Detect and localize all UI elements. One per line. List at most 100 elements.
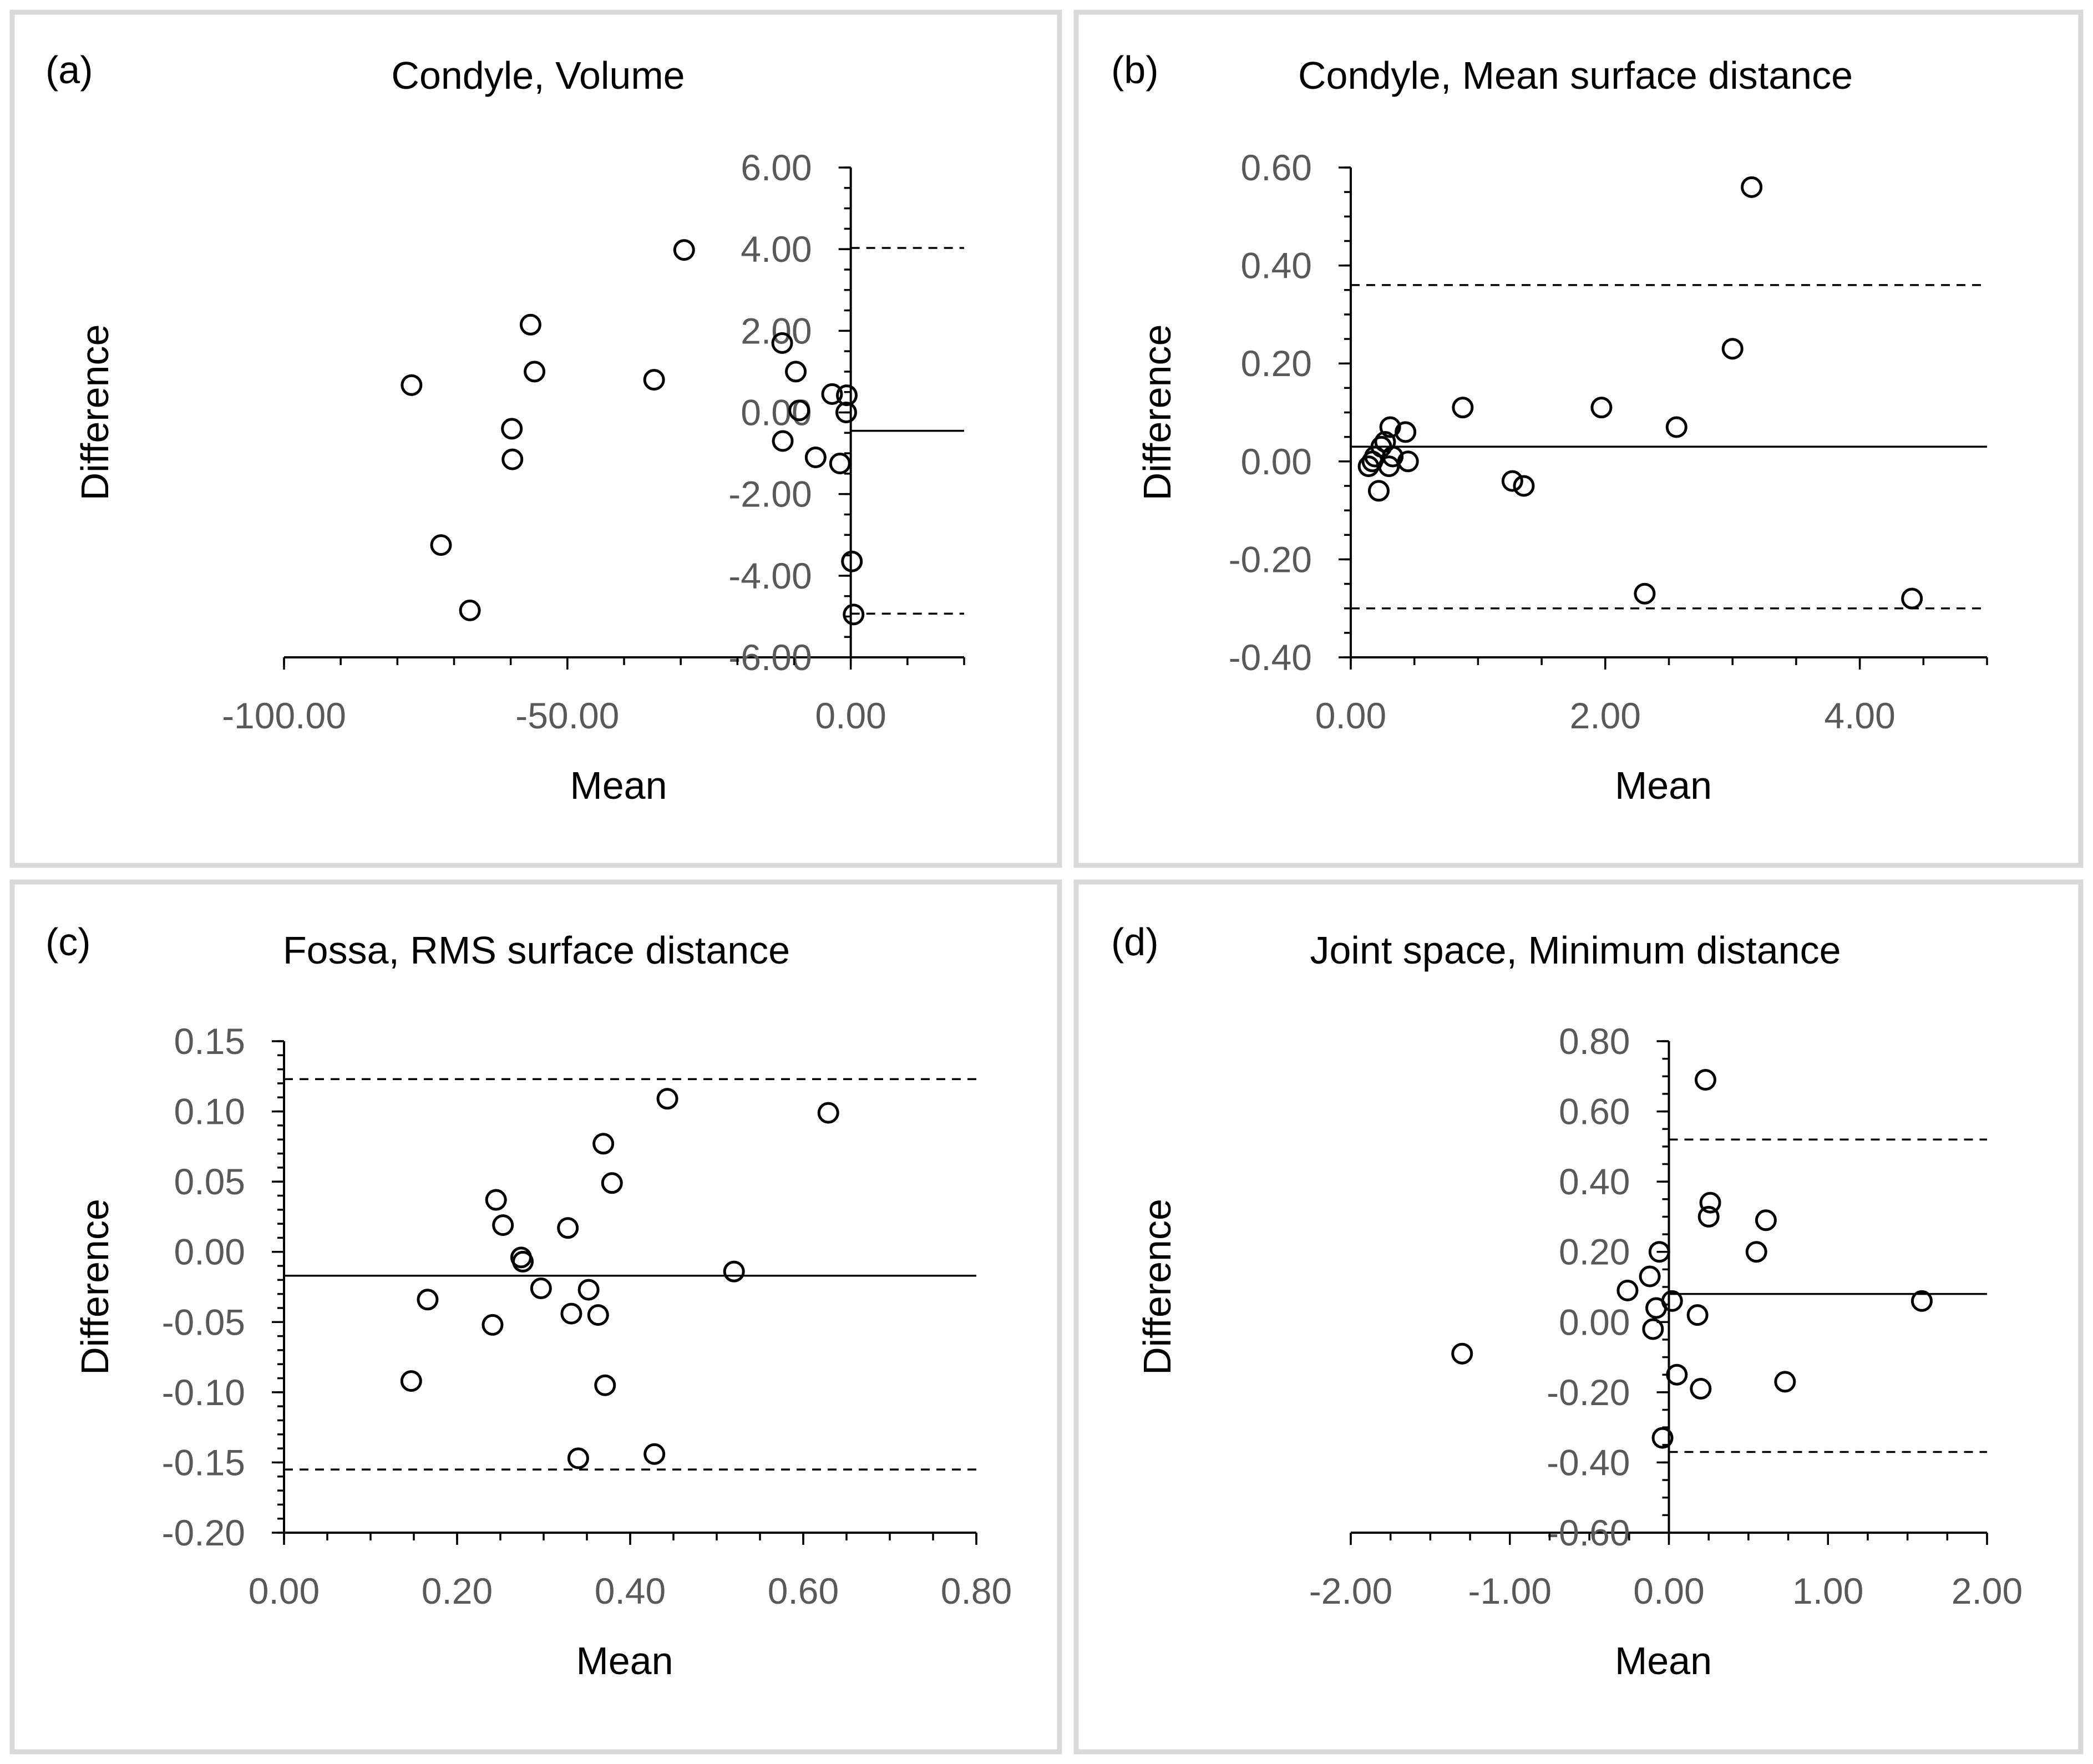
- data-point: [821, 383, 843, 405]
- data-point: [835, 402, 857, 423]
- panel-frame: [9, 9, 1062, 868]
- y-tick-label: -0.40: [1229, 637, 1312, 678]
- y-tick-label: 4.00: [741, 229, 812, 270]
- data-point: [1452, 397, 1474, 419]
- chart-title: Condyle, Volume: [391, 54, 685, 97]
- data-point: [1741, 176, 1763, 198]
- data-point: [1634, 582, 1656, 605]
- data-point: [577, 1279, 600, 1301]
- y-tick-label: 0.20: [1559, 1231, 1630, 1273]
- x-axis-title: Mean: [570, 764, 667, 807]
- y-tick-label: 0.00: [1559, 1301, 1630, 1342]
- chart-panel-a: (a) Condyle, Volume -6.00 -4.00 -2.00 0.00 2.0…: [9, 9, 1062, 868]
- x-tick-label: 0.00: [1633, 1570, 1704, 1611]
- data-point: [1721, 338, 1744, 360]
- data-point: [1642, 1318, 1664, 1340]
- panel-label: (d): [1111, 920, 1159, 964]
- data-point: [656, 1088, 678, 1110]
- y-axis-title: Difference: [73, 325, 116, 501]
- y-tick-label: -4.00: [728, 555, 812, 596]
- data-point: [817, 1102, 839, 1124]
- data-point: [643, 369, 665, 391]
- data-point: [1616, 1279, 1639, 1301]
- data-point: [1665, 416, 1687, 438]
- data-point: [400, 1370, 422, 1392]
- data-point: [557, 1217, 579, 1239]
- data-point: [1513, 475, 1535, 497]
- data-point: [1694, 1069, 1716, 1091]
- data-point: [401, 374, 423, 396]
- x-tick-label: 0.20: [422, 1570, 493, 1611]
- data-point: [501, 448, 524, 470]
- data-point: [1745, 1241, 1767, 1263]
- chart-panel-c: (c) Fossa, RMS surface distance -0.20 -0.15…: [9, 879, 1062, 1755]
- y-tick-label: -0.40: [1547, 1442, 1630, 1483]
- data-point: [601, 1172, 623, 1194]
- data-point: [459, 599, 481, 621]
- data-point: [1382, 445, 1404, 468]
- data-point: [785, 361, 807, 383]
- data-point: [723, 1260, 745, 1283]
- data-point: [1378, 455, 1400, 478]
- y-tick-label: -0.20: [1547, 1372, 1630, 1413]
- x-tick-label: -1.00: [1468, 1570, 1552, 1611]
- data-point: [567, 1447, 589, 1469]
- data-point: [530, 1278, 552, 1300]
- y-axis-title: Difference: [1136, 325, 1179, 501]
- x-axis-title: Mean: [1615, 764, 1712, 807]
- panel-frame: [9, 879, 1062, 1755]
- data-point: [1697, 1205, 1720, 1228]
- data-point: [836, 384, 858, 407]
- data-point: [594, 1374, 616, 1396]
- data-point: [587, 1304, 609, 1326]
- data-point: [485, 1189, 507, 1211]
- data-point: [772, 430, 794, 452]
- data-point: [1690, 1378, 1712, 1400]
- data-point: [1590, 397, 1613, 419]
- data-point: [843, 604, 865, 626]
- data-point: [1451, 1342, 1473, 1365]
- data-point: [673, 239, 695, 261]
- x-tick-label: 4.00: [1824, 695, 1895, 736]
- y-tick-label: 2.00: [741, 310, 812, 351]
- panel-frame: [1073, 9, 2084, 868]
- data-point: [1379, 416, 1401, 438]
- panel-label: (b): [1111, 48, 1159, 92]
- y-tick-label: 0.05: [174, 1161, 245, 1202]
- data-point: [512, 1250, 534, 1273]
- data-point: [519, 313, 541, 336]
- data-point: [501, 418, 523, 440]
- x-tick-label: 0.00: [815, 695, 886, 736]
- y-tick-label: -0.15: [162, 1442, 245, 1483]
- y-tick-label: -0.20: [162, 1512, 245, 1553]
- data-point: [1755, 1209, 1777, 1231]
- x-tick-label: 0.00: [1315, 695, 1386, 736]
- data-point: [560, 1302, 582, 1325]
- chart-title: Condyle, Mean surface distance: [1298, 54, 1853, 97]
- y-tick-label: -6.00: [728, 637, 812, 678]
- x-tick-label: -50.00: [515, 695, 619, 736]
- data-point: [1666, 1363, 1688, 1386]
- data-point: [1910, 1290, 1933, 1312]
- x-tick-label: -100.00: [222, 695, 346, 736]
- data-point: [524, 361, 546, 383]
- x-tick-label: 0.00: [249, 1570, 320, 1611]
- y-tick-label: -2.00: [728, 474, 812, 515]
- data-point: [1686, 1304, 1709, 1326]
- y-tick-label: 0.10: [174, 1091, 245, 1132]
- y-tick-label: -0.20: [1229, 539, 1312, 580]
- data-point: [1501, 470, 1523, 492]
- x-tick-label: -2.00: [1309, 1570, 1392, 1611]
- y-axis-title: Difference: [73, 1199, 116, 1375]
- data-point: [1639, 1265, 1661, 1287]
- y-tick-label: 0.15: [174, 1021, 245, 1062]
- y-axis-title: Difference: [1136, 1199, 1179, 1375]
- data-point: [804, 446, 827, 468]
- data-point: [482, 1314, 504, 1336]
- y-tick-label: 0.00: [174, 1231, 245, 1273]
- y-tick-label: -0.60: [1547, 1512, 1630, 1553]
- data-point: [1699, 1192, 1721, 1214]
- data-point: [1397, 450, 1419, 473]
- y-tick-label: 0.60: [1241, 147, 1312, 188]
